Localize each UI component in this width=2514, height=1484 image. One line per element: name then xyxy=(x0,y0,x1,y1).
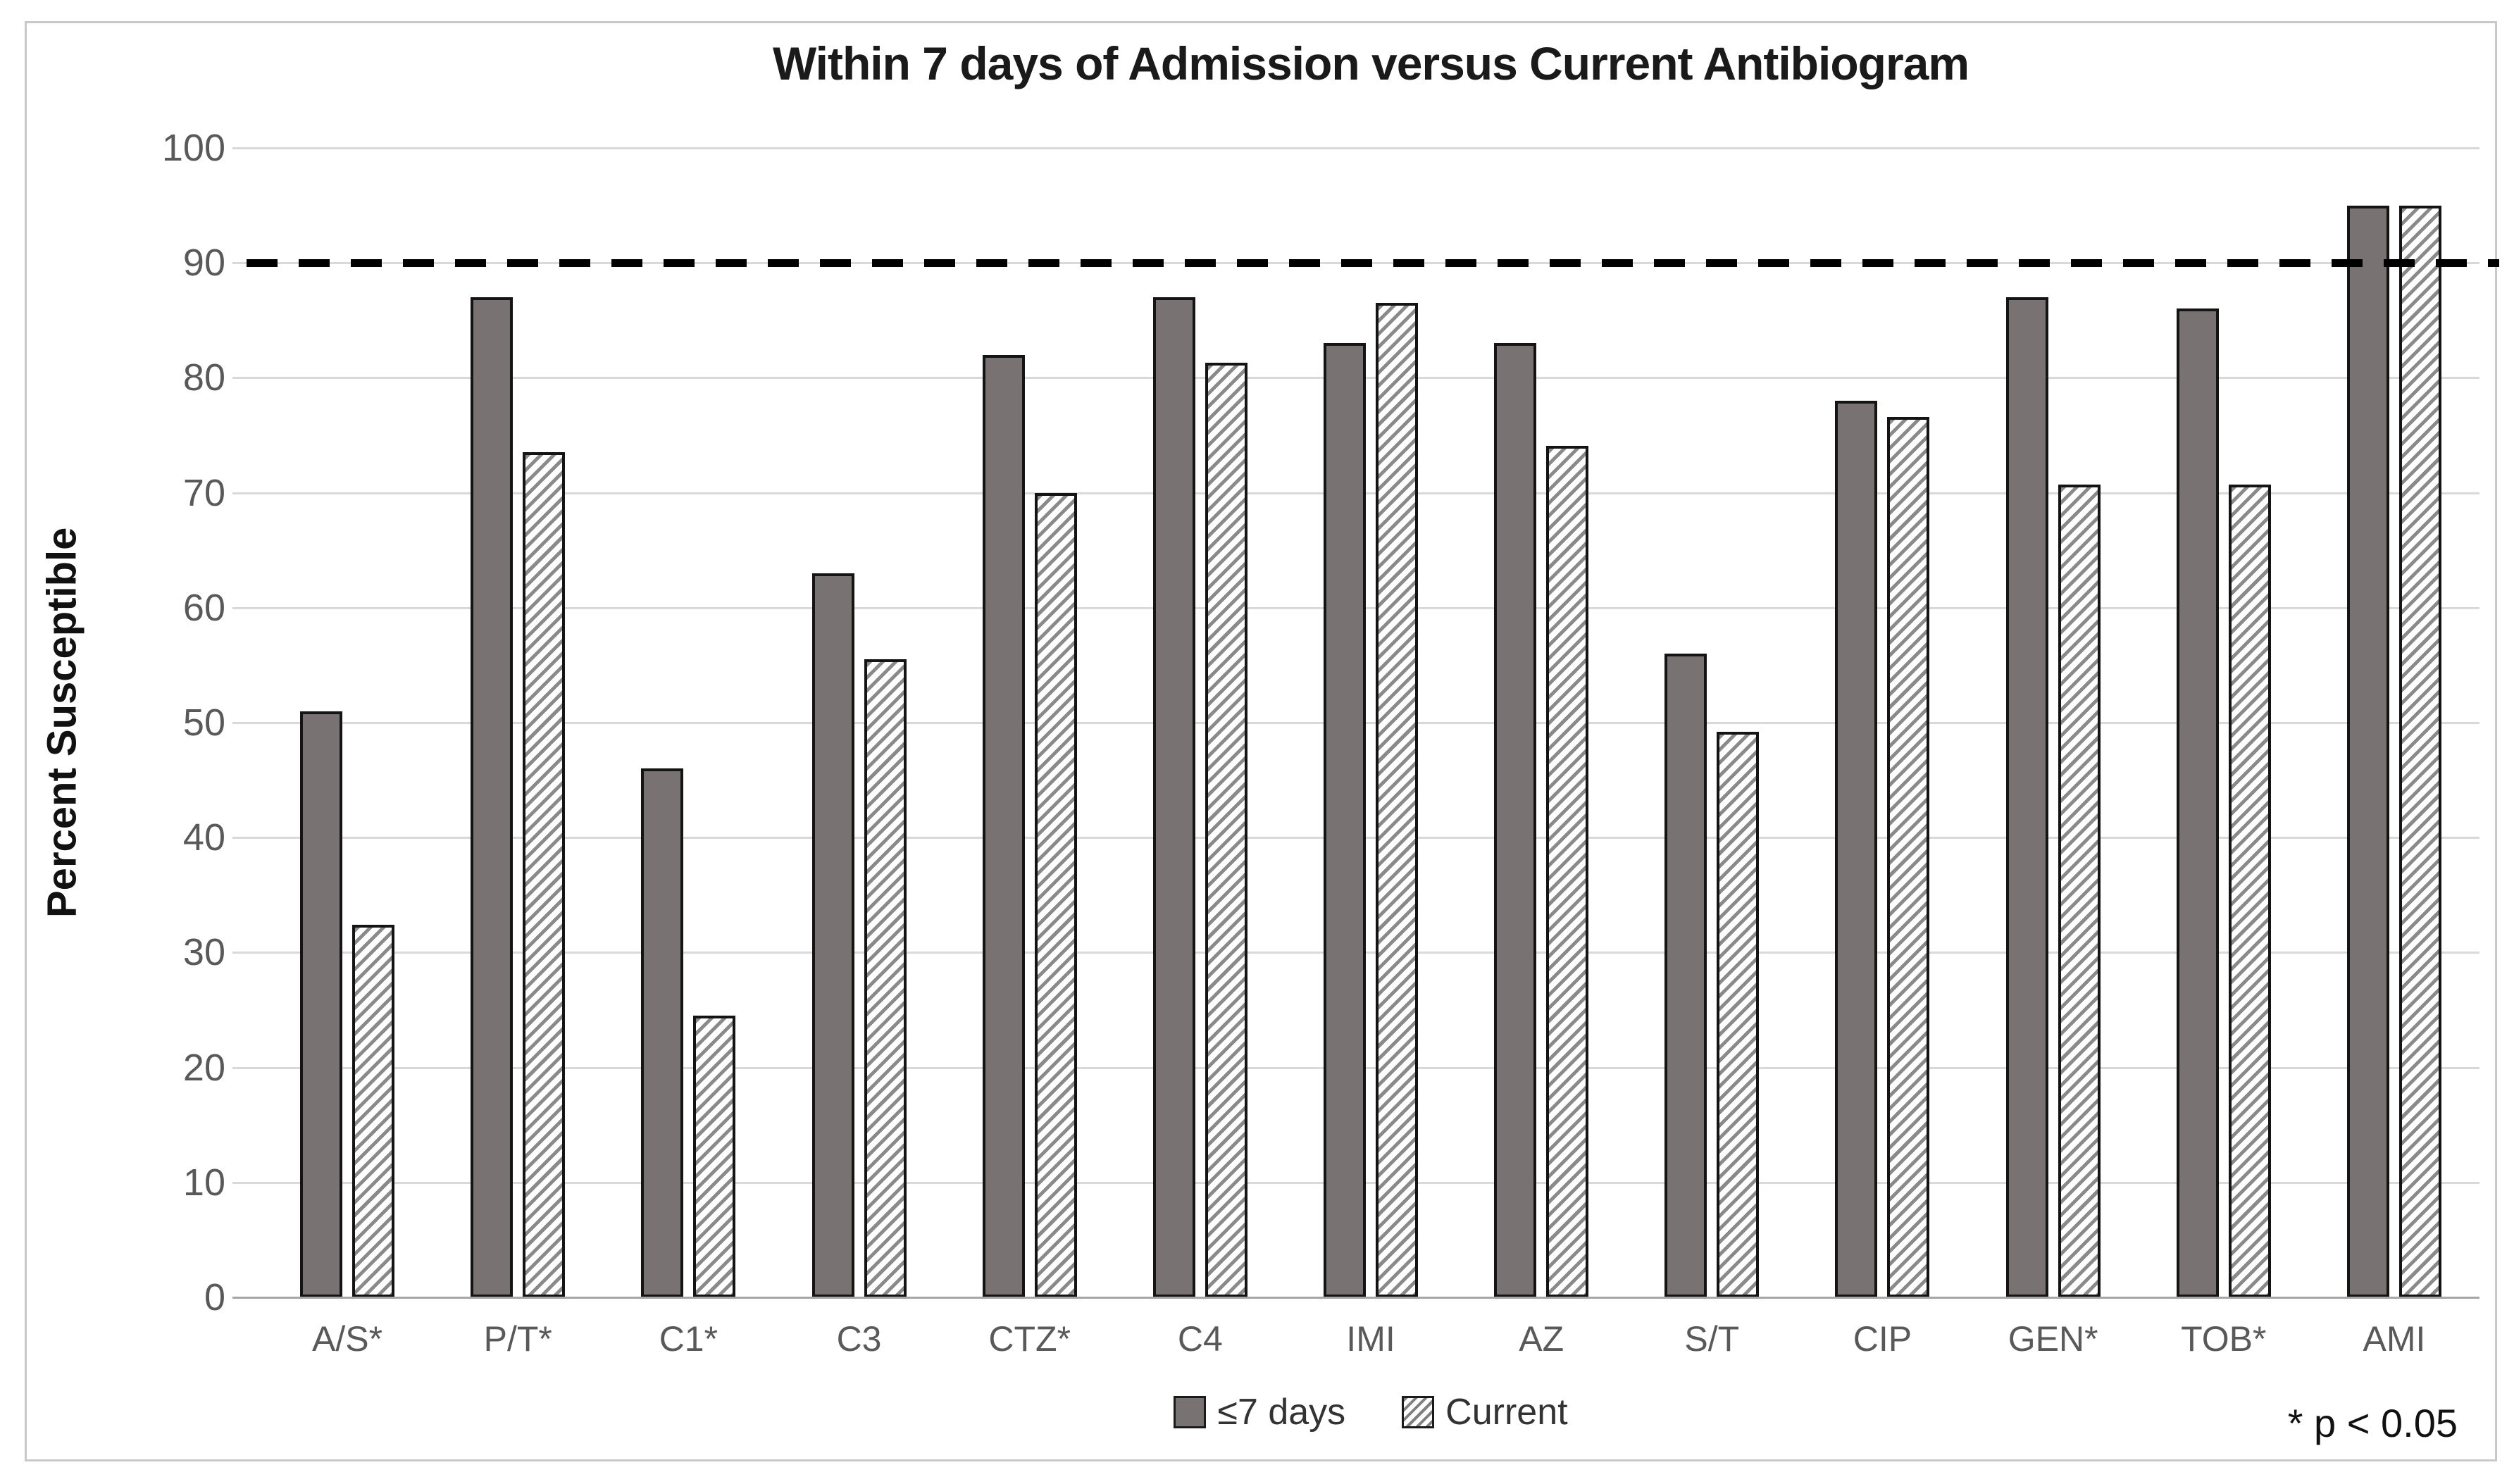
y-tick-label-0: 0 xyxy=(204,1276,225,1318)
bar-group-S/T xyxy=(1626,148,1797,1297)
bar-C1*-Current xyxy=(693,1016,736,1297)
x-tick-label-IMI: IMI xyxy=(1346,1319,1395,1359)
p-value-annotation: * p < 0.05 xyxy=(2287,1401,2458,1445)
bar-AMI-≤7 days xyxy=(2346,205,2389,1297)
bar-group-GEN* xyxy=(1968,148,2139,1297)
y-tick-label-60: 60 xyxy=(182,586,225,629)
bar-group-IMI xyxy=(1286,148,1456,1297)
x-tick-label-C1*: C1* xyxy=(659,1319,718,1359)
y-tick-label-50: 50 xyxy=(182,702,225,744)
bar-group-TOB* xyxy=(2139,148,2309,1297)
bar-AMI-Current xyxy=(2398,205,2441,1297)
y-tick-label-70: 70 xyxy=(182,471,225,514)
bar-group-A/S* xyxy=(262,148,433,1297)
bar-IMI-Current xyxy=(1376,303,1419,1297)
legend-swatch-hatched xyxy=(1402,1396,1435,1428)
bar-TOB*-≤7 days xyxy=(2176,308,2219,1297)
bar-C3-≤7 days xyxy=(811,573,854,1297)
legend-label: ≤7 days xyxy=(1217,1392,1346,1433)
y-tick-label-100: 100 xyxy=(161,127,225,169)
legend-item-current: Current xyxy=(1402,1391,1568,1433)
y-tick-label-40: 40 xyxy=(182,816,225,859)
reference-line-90 xyxy=(247,259,2499,268)
bar-AZ-Current xyxy=(1546,445,1589,1297)
bar-AZ-≤7 days xyxy=(1494,343,1537,1297)
bar-CTZ*-Current xyxy=(1034,492,1077,1297)
bar-CIP-≤7 days xyxy=(1835,401,1878,1297)
bar-group-AMI xyxy=(2309,148,2479,1297)
bar-A/S*-Current xyxy=(352,925,395,1297)
x-tick-label-GEN*: GEN* xyxy=(2008,1319,2098,1359)
bar-TOB*-Current xyxy=(2228,485,2271,1297)
legend-label: Current xyxy=(1445,1392,1568,1433)
legend: ≤7 days Current xyxy=(262,1391,2479,1433)
bar-group-CIP xyxy=(1797,148,1967,1297)
y-tick-label-20: 20 xyxy=(182,1046,225,1089)
bar-CTZ*-≤7 days xyxy=(982,354,1025,1297)
bars-layer xyxy=(262,148,2479,1297)
bar-P/T*-≤7 days xyxy=(471,297,514,1297)
legend-swatch-solid xyxy=(1174,1396,1207,1428)
x-tick-label-CTZ*: CTZ* xyxy=(988,1319,1071,1359)
bar-S/T-Current xyxy=(1717,732,1760,1297)
x-tick-label-A/S*: A/S* xyxy=(312,1319,383,1359)
x-tick-label-C4: C4 xyxy=(1177,1319,1223,1359)
y-tick-label-30: 30 xyxy=(182,931,225,974)
bar-C4-Current xyxy=(1205,363,1247,1297)
gridline-0 xyxy=(232,1297,2479,1299)
bar-A/S*-≤7 days xyxy=(300,711,343,1297)
y-tick-label-90: 90 xyxy=(182,242,225,285)
x-axis-tick-labels: A/S* P/T* C1* C3 CTZ* C4 IMI AZ S/T CIP GEN* TOB* AM… xyxy=(262,1318,2479,1359)
bar-group-C4 xyxy=(1115,148,1286,1297)
bar-P/T*-Current xyxy=(523,452,566,1297)
bar-S/T-≤7 days xyxy=(1664,654,1707,1297)
chart-title: Within 7 days of Admission versus Curren… xyxy=(772,37,1969,89)
bar-IMI-≤7 days xyxy=(1324,343,1367,1297)
bar-group-C1* xyxy=(603,148,773,1297)
bar-GEN*-Current xyxy=(2058,485,2101,1297)
y-tick-label-10: 10 xyxy=(182,1161,225,1204)
bar-C1*-≤7 days xyxy=(641,768,684,1297)
bar-group-P/T* xyxy=(433,148,603,1297)
x-tick-label-CIP: CIP xyxy=(1853,1319,1912,1359)
x-tick-label-AZ: AZ xyxy=(1519,1319,1564,1359)
bar-C3-Current xyxy=(864,659,907,1297)
y-tick-label-80: 80 xyxy=(182,356,225,399)
x-tick-label-C3: C3 xyxy=(836,1319,882,1359)
bar-C4-≤7 days xyxy=(1152,297,1195,1297)
bar-GEN*-≤7 days xyxy=(2005,297,2048,1297)
bar-group-AZ xyxy=(1456,148,1626,1297)
gridline-100 xyxy=(232,147,2479,149)
x-tick-label-TOB*: TOB* xyxy=(2181,1319,2267,1359)
plot-area xyxy=(232,147,2499,1299)
x-tick-label-S/T: S/T xyxy=(1684,1319,1740,1359)
bar-CIP-Current xyxy=(1887,416,1930,1297)
legend-item-le7days: ≤7 days xyxy=(1174,1391,1345,1433)
x-tick-label-AMI: AMI xyxy=(2363,1319,2426,1359)
x-tick-label-P/T*: P/T* xyxy=(483,1319,552,1359)
bar-group-C3 xyxy=(773,148,944,1297)
bar-group-CTZ* xyxy=(945,148,1115,1297)
